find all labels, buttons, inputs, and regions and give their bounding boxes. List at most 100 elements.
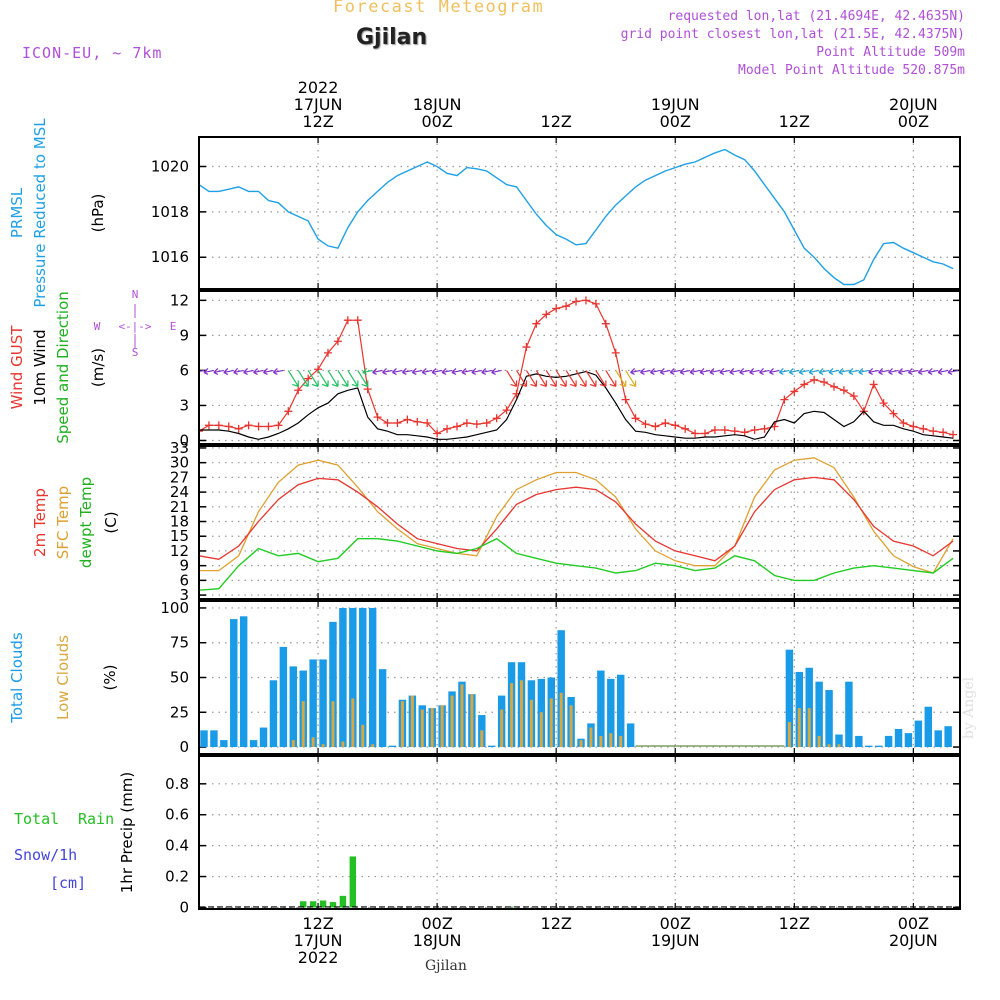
- total-cloud-bar: [220, 740, 228, 748]
- gust-marker: [403, 415, 412, 424]
- gust-marker: [681, 424, 690, 433]
- wind-arrow: [595, 370, 607, 387]
- prmsl-line: [199, 148, 954, 286]
- gust-marker: [492, 414, 501, 423]
- wind-arrow: [515, 370, 528, 387]
- wind-arrow: [297, 370, 309, 387]
- total-cloud-bar: [924, 706, 933, 748]
- panel-frame: [198, 445, 961, 600]
- gust-marker: [780, 395, 789, 404]
- y-tick-label: 75: [170, 634, 189, 652]
- low-cloud-bar: [837, 744, 841, 748]
- plot-area-temperature: [199, 457, 954, 591]
- gust-marker: [224, 422, 233, 431]
- gust-marker: [790, 387, 799, 396]
- gust-marker: [244, 421, 253, 430]
- rain-bar: [299, 901, 307, 908]
- gust-marker: [264, 422, 273, 431]
- gust-marker: [373, 413, 382, 422]
- wind-arrow: [898, 367, 909, 375]
- total-cloud-bar: [368, 607, 377, 748]
- bottom-time-label: 00Z: [421, 914, 452, 933]
- gust-marker: [899, 418, 908, 427]
- low-cloud-bar: [510, 683, 514, 748]
- wind-arrow: [798, 367, 810, 375]
- gust-marker: [651, 422, 660, 431]
- location-title: Gjilan: [356, 25, 428, 50]
- unit-label-c: (C): [102, 511, 120, 533]
- unit-label-ms: (m/s): [89, 348, 107, 387]
- total-cloud-bar: [616, 674, 625, 748]
- model-name: ICON-EU, ~ 7km: [22, 44, 163, 62]
- wind-arrow: [630, 367, 641, 375]
- total-cloud-bar: [914, 720, 923, 748]
- gust-marker: [323, 348, 332, 357]
- total-cloud-bar: [230, 619, 238, 748]
- wind-arrow: [451, 367, 463, 375]
- total-cloud-bar: [785, 649, 794, 748]
- bottom-time-label: 18JUN: [413, 931, 462, 950]
- panel-frame: [198, 136, 961, 290]
- gust-marker: [254, 422, 263, 431]
- low-cloud-bar: [619, 735, 623, 748]
- wind-arrow: [491, 367, 502, 375]
- point-info-block: requested lon,lat (21.4694E, 42.4635N) g…: [621, 8, 965, 80]
- wind-arrow: [203, 367, 215, 375]
- panel-frame: [198, 290, 961, 445]
- gust-marker: [919, 424, 928, 433]
- wind-arrow: [243, 367, 254, 375]
- gust-marker: [353, 316, 362, 325]
- bottom-time-label: 17JUN: [294, 931, 343, 950]
- side-label-prmsl: PRMSL: [8, 187, 26, 238]
- gust-marker: [472, 420, 481, 429]
- total-cloud-bar: [825, 690, 833, 748]
- low-cloud-bar: [480, 730, 484, 748]
- wind-arrow: [808, 367, 820, 375]
- wind-arrow: [382, 367, 393, 375]
- bottom-time-label: 12Z: [541, 914, 572, 933]
- wind-arrow: [481, 367, 492, 375]
- side-label-snow: Snow/1h: [14, 846, 77, 864]
- wind-arrow: [585, 370, 597, 387]
- gust-marker: [552, 304, 561, 313]
- bottom-time-label: 2022: [298, 948, 339, 967]
- bottom-time-label: 19JUN: [651, 931, 700, 950]
- wind-arrow: [392, 367, 403, 375]
- y-tick-label: 27: [170, 468, 189, 486]
- wind-arrow: [788, 367, 800, 375]
- wind-arrow: [362, 367, 373, 375]
- total-cloud-bar: [349, 607, 357, 748]
- gust-marker: [691, 429, 700, 438]
- wind-arrow: [669, 367, 681, 375]
- total-cloud-bar: [865, 745, 873, 748]
- compass-n: N: [132, 288, 139, 301]
- wind-arrow: [401, 367, 413, 375]
- gust-marker: [889, 409, 898, 418]
- gust-marker: [234, 424, 243, 433]
- top-time-label: 12Z: [779, 112, 810, 131]
- low-cloud-bar: [331, 701, 335, 748]
- wind-arrow: [272, 367, 284, 375]
- low-cloud-bar: [301, 701, 305, 748]
- gust-marker: [294, 386, 303, 395]
- total-cloud-bar: [934, 730, 942, 748]
- y-tick-label: 50: [170, 669, 189, 687]
- unit-label-precip: 1hr Precip (mm): [118, 772, 136, 893]
- total-cloud-bar: [815, 681, 823, 748]
- y-tick-label: 15: [170, 527, 189, 545]
- y-tick-label: 9: [179, 326, 189, 344]
- top-time-label: 17JUN: [294, 95, 343, 114]
- gust-marker: [452, 422, 461, 431]
- wind-arrow: [555, 370, 567, 387]
- y-tick-label: 12: [170, 291, 189, 309]
- gust-marker: [572, 297, 581, 306]
- total-cloud-bar: [378, 669, 387, 748]
- product-title: Forecast Meteogram: [333, 0, 545, 17]
- rain-bar: [508, 906, 515, 908]
- panel-frame: [198, 755, 961, 910]
- gust-marker: [462, 418, 471, 427]
- requested-point: requested lon,lat (21.4694E, 42.4635N): [667, 9, 965, 24]
- total-cloud-bar: [874, 745, 883, 748]
